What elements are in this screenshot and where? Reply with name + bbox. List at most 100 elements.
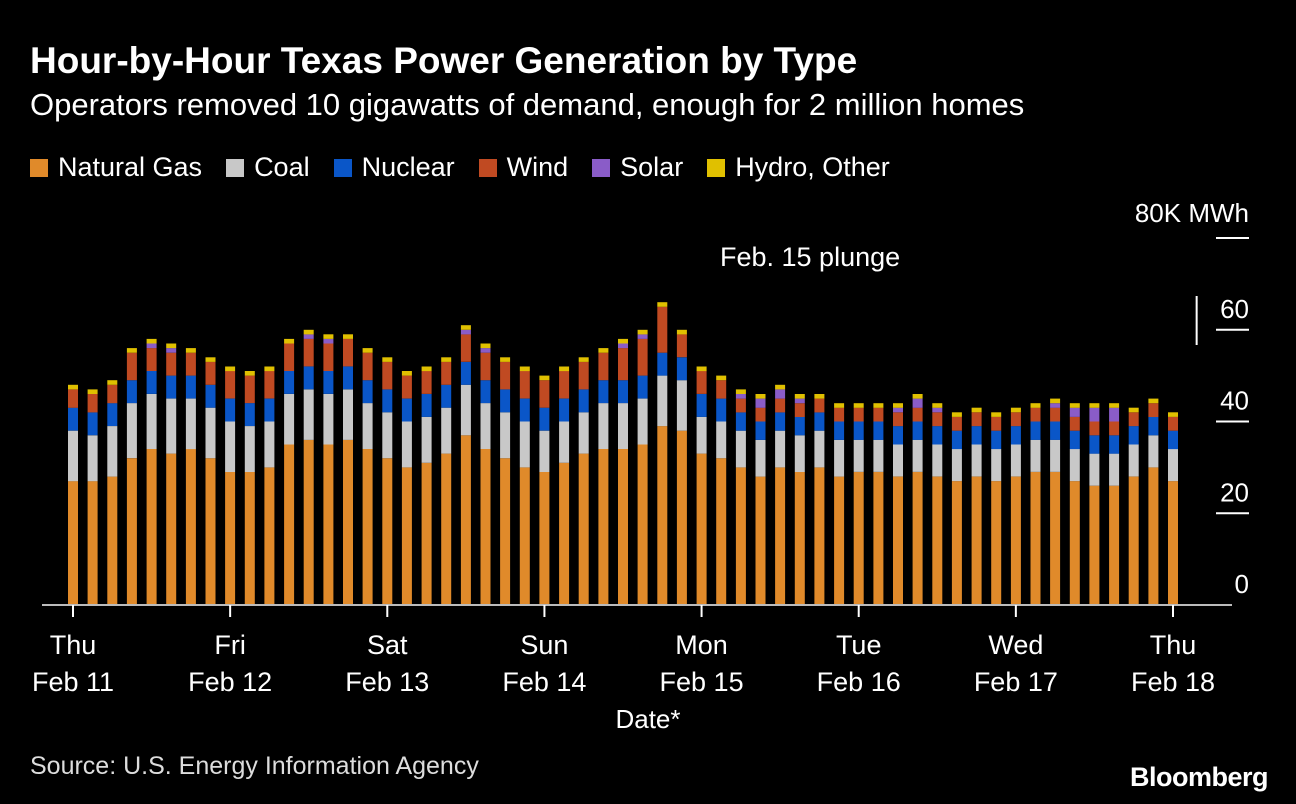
bar-segment bbox=[657, 375, 668, 427]
bar-segment bbox=[873, 403, 884, 408]
bar-segment bbox=[539, 407, 550, 431]
bar-segment bbox=[264, 421, 275, 468]
bar-segment bbox=[244, 472, 255, 605]
bar-segment bbox=[657, 352, 668, 376]
bar-segment bbox=[1050, 472, 1061, 605]
bar-segment bbox=[421, 394, 432, 417]
x-tick-day-label: Sun bbox=[520, 630, 568, 660]
bar-segment bbox=[480, 348, 491, 353]
bar-segment bbox=[735, 389, 746, 394]
bar-segment bbox=[343, 366, 353, 390]
bar-segment bbox=[500, 389, 511, 413]
bar-segment bbox=[460, 325, 471, 330]
bar-segment bbox=[460, 435, 471, 605]
bar-segment bbox=[559, 398, 570, 422]
bar-segment bbox=[480, 380, 491, 404]
bar-segment bbox=[284, 338, 295, 344]
bar-segment bbox=[500, 357, 511, 362]
bar-segment bbox=[519, 371, 530, 399]
bar-segment bbox=[205, 357, 216, 362]
legend-item: Wind bbox=[478, 152, 568, 183]
legend-swatch bbox=[226, 158, 245, 177]
bar-segment bbox=[853, 421, 864, 440]
bar-segment bbox=[1148, 398, 1159, 404]
bar-segment bbox=[637, 329, 648, 335]
bar-segment bbox=[343, 439, 353, 606]
bar-segment bbox=[205, 361, 216, 385]
legend-swatch bbox=[592, 158, 611, 177]
bar-segment bbox=[912, 407, 923, 422]
bar-segment bbox=[1030, 472, 1041, 605]
bar-segment bbox=[971, 426, 982, 445]
bar-segment bbox=[1069, 481, 1080, 605]
bar-segment bbox=[775, 398, 786, 413]
bar-segment bbox=[441, 384, 452, 408]
bar-segment bbox=[696, 453, 707, 605]
legend-item: Nuclear bbox=[333, 152, 455, 183]
bar-segment bbox=[991, 430, 1002, 450]
bar-segment bbox=[716, 458, 727, 605]
bar-segment bbox=[1128, 476, 1139, 605]
bar-segment bbox=[1109, 453, 1120, 486]
bar-segment bbox=[166, 343, 177, 349]
bar-segment bbox=[500, 458, 511, 605]
bar-segment bbox=[421, 371, 432, 394]
bar-segment bbox=[735, 430, 746, 468]
bar-segment bbox=[185, 375, 196, 399]
bar-segment bbox=[166, 453, 177, 605]
bar-segment bbox=[814, 430, 825, 468]
legend-item: Solar bbox=[592, 152, 683, 183]
bar-segment bbox=[932, 412, 943, 427]
bar-segment bbox=[480, 352, 491, 381]
bar-segment bbox=[775, 430, 786, 468]
bar-segment bbox=[519, 421, 530, 468]
bar-segment bbox=[1069, 449, 1080, 482]
bar-segment bbox=[1010, 407, 1021, 413]
bar-segment bbox=[1089, 435, 1100, 454]
bar-segment bbox=[185, 449, 196, 605]
bar-segment bbox=[421, 416, 432, 463]
bar-segment bbox=[107, 384, 118, 404]
bar-segment bbox=[382, 458, 393, 605]
bar-segment bbox=[794, 435, 805, 472]
bar-segment bbox=[539, 380, 550, 408]
bar-segment bbox=[382, 412, 393, 459]
bar-segment bbox=[401, 421, 412, 468]
bar-segment bbox=[539, 472, 550, 605]
bar-segment bbox=[853, 472, 864, 605]
bar-segment bbox=[873, 421, 884, 440]
bar-segment bbox=[912, 394, 923, 399]
bar-segment bbox=[578, 453, 589, 605]
bar-segment bbox=[185, 352, 196, 376]
x-tick-day-label: Fri bbox=[214, 630, 245, 660]
bar-segment bbox=[893, 426, 903, 445]
bar-segment bbox=[834, 407, 845, 422]
bar-segment bbox=[1069, 430, 1080, 450]
bar-segment bbox=[873, 472, 884, 605]
bar-segment bbox=[991, 481, 1002, 605]
bar-segment bbox=[323, 371, 334, 394]
bar-segment bbox=[755, 439, 766, 477]
bar-segment bbox=[303, 329, 314, 335]
bar-segment bbox=[166, 348, 177, 353]
bar-segment bbox=[401, 467, 412, 605]
bar-segment bbox=[146, 394, 157, 449]
bar-segment bbox=[912, 439, 923, 472]
legend-label: Natural Gas bbox=[58, 152, 203, 182]
bar-segment bbox=[264, 366, 275, 372]
bar-segment bbox=[893, 412, 903, 427]
bar-segment bbox=[794, 394, 805, 399]
legend-swatch bbox=[707, 158, 726, 177]
bar-segment bbox=[1030, 407, 1041, 422]
bar-segment bbox=[323, 394, 334, 445]
bar-segment bbox=[146, 348, 157, 371]
bar-segment bbox=[303, 366, 314, 390]
bar-segment bbox=[421, 462, 432, 605]
bar-segment bbox=[814, 398, 825, 413]
bar-segment bbox=[107, 476, 118, 605]
bar-segment bbox=[814, 394, 825, 399]
x-tick-date-label: Feb 16 bbox=[817, 667, 901, 697]
x-tick-date-label: Feb 14 bbox=[502, 667, 586, 697]
legend-label: Coal bbox=[254, 152, 310, 182]
bar-segment bbox=[107, 426, 118, 477]
